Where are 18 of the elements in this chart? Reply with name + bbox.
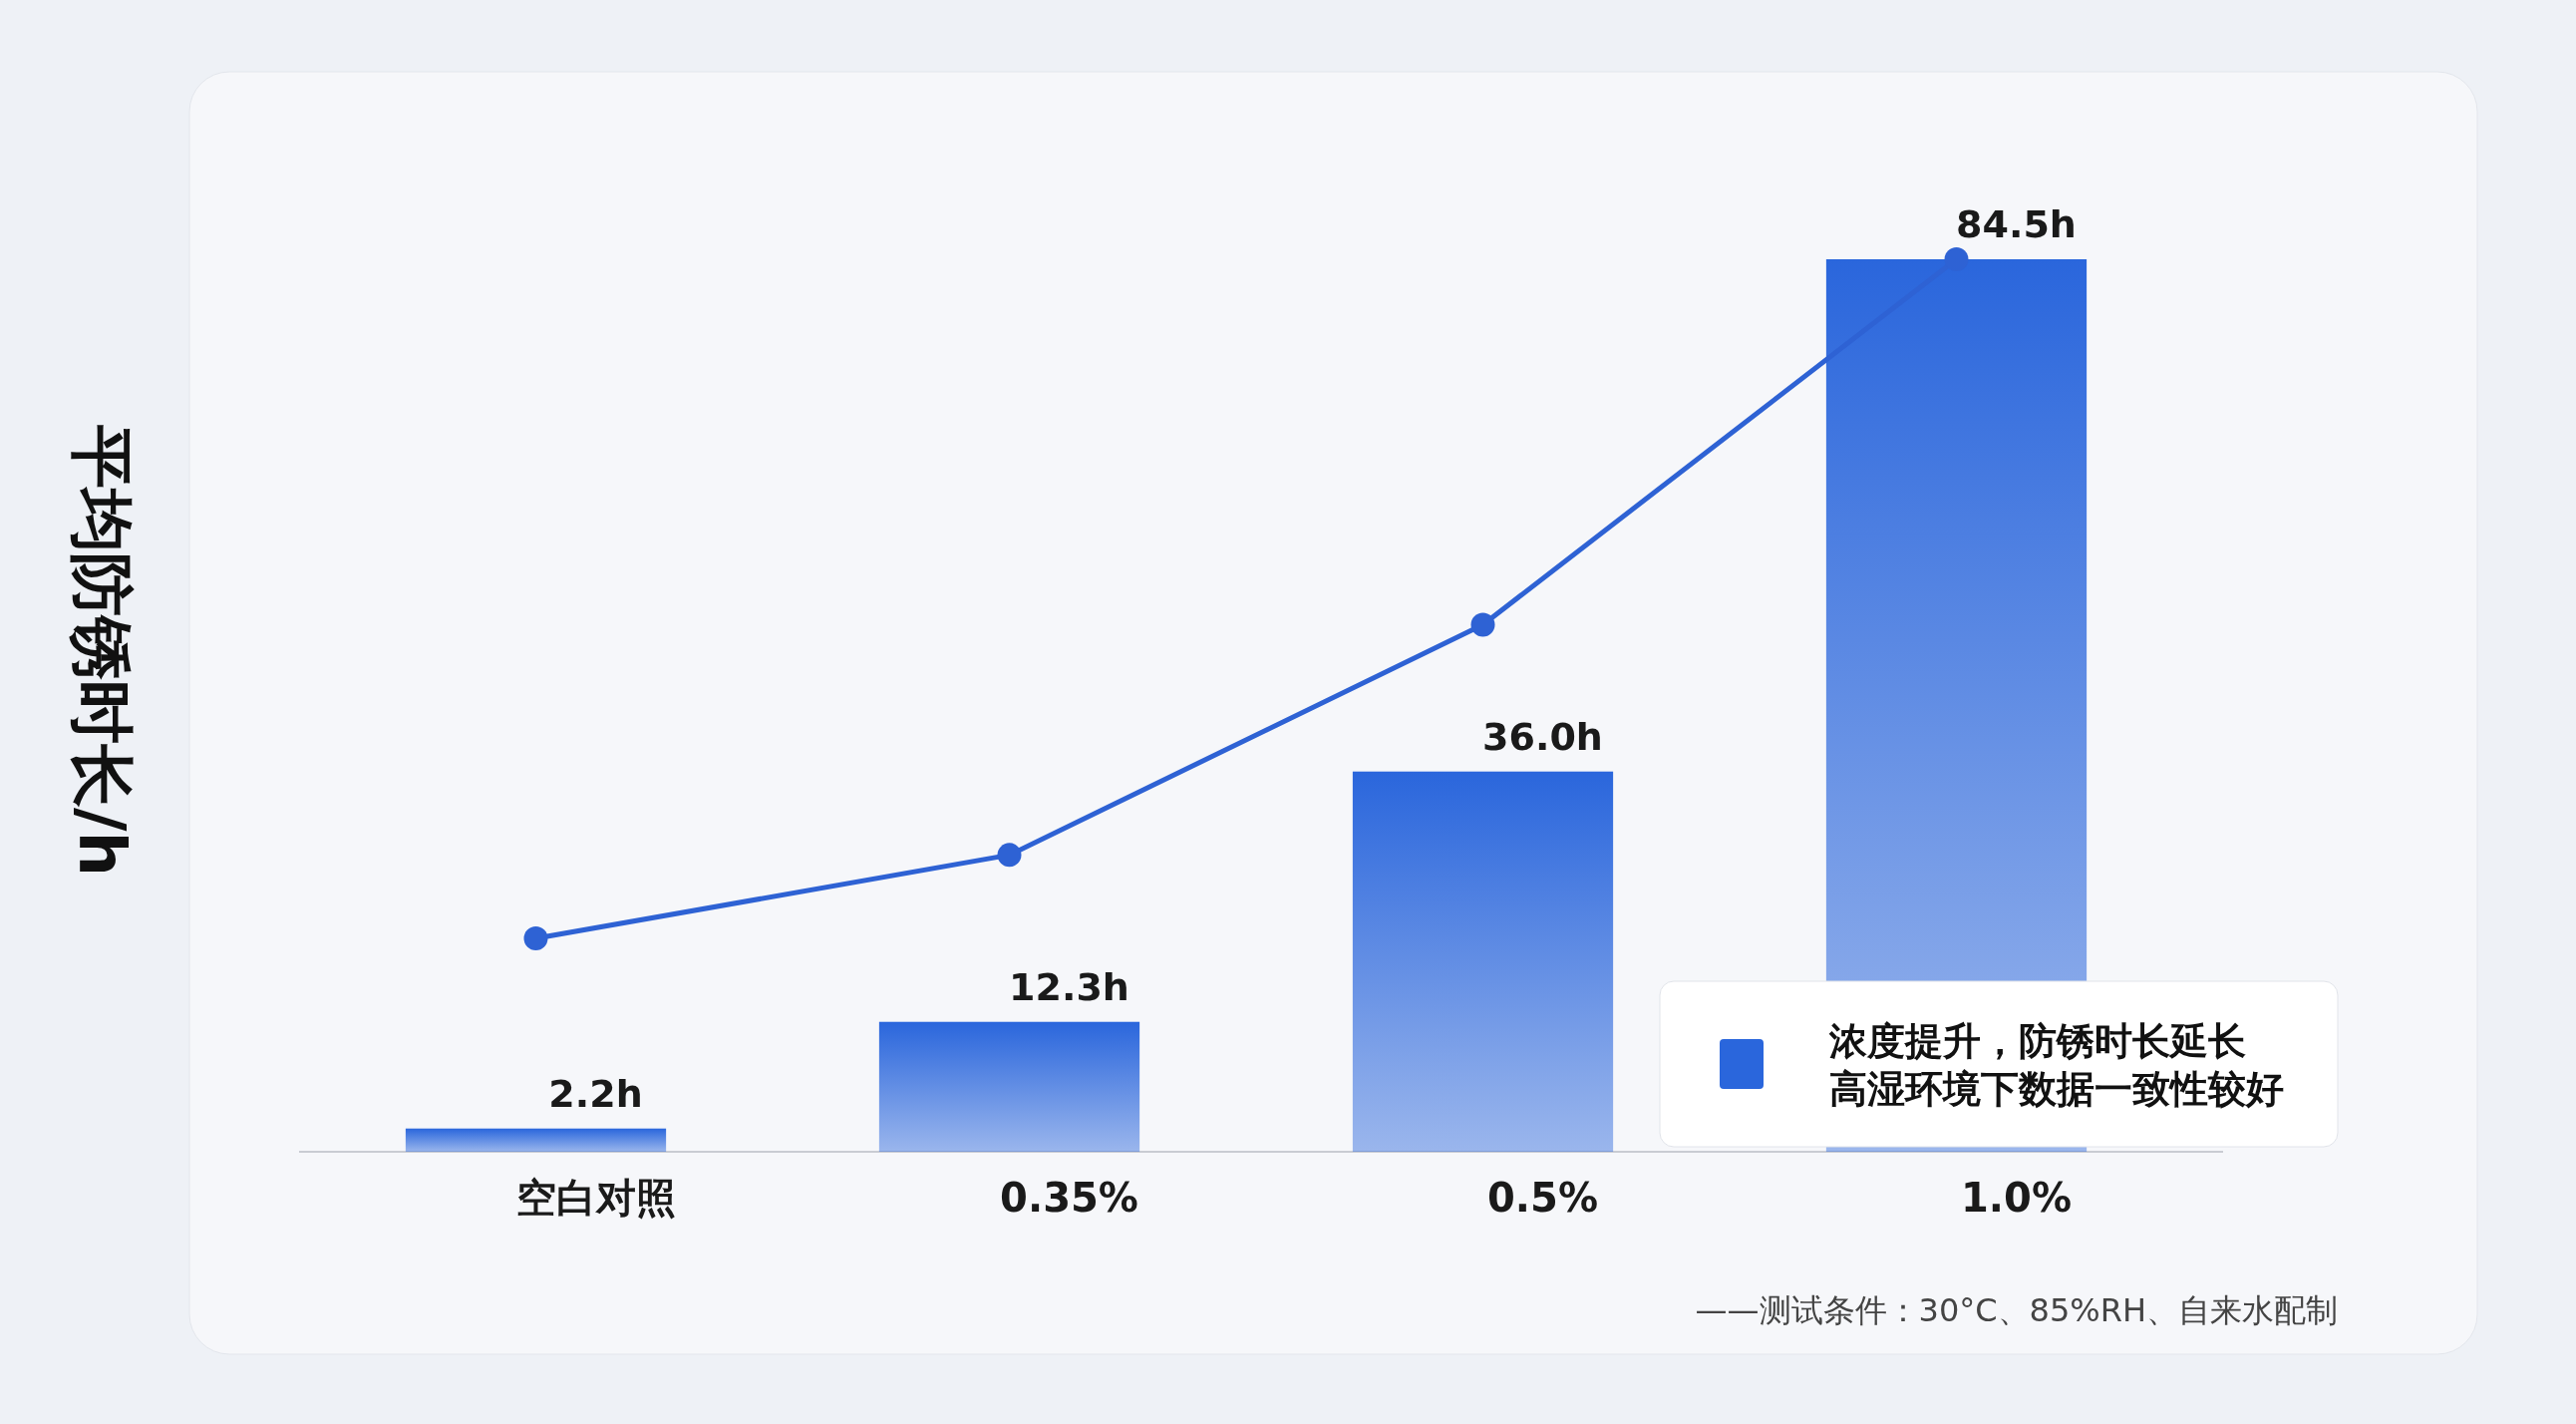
- point: [1944, 247, 1969, 271]
- x-tick-label: 1.0%: [1961, 1175, 2072, 1221]
- x-tick-label: 0.5%: [1487, 1175, 1598, 1221]
- point: [997, 843, 1022, 868]
- x-tick-label: 0.35%: [1000, 1175, 1138, 1221]
- data-label: 36.0h: [1482, 714, 1603, 759]
- bar: [878, 1021, 1140, 1152]
- bar: [405, 1128, 667, 1152]
- point: [523, 926, 548, 951]
- bar: [1352, 771, 1614, 1152]
- data-label: 2.2h: [548, 1071, 643, 1116]
- data-label: 84.5h: [1956, 202, 2077, 246]
- point: [1470, 612, 1495, 637]
- y-axis-title: 平均防锈时长/h: [65, 424, 139, 877]
- text: ——测试条件：30°C、85%RH、自来水配制: [1695, 1291, 2338, 1329]
- x-tick-label: 空白对照: [515, 1175, 676, 1221]
- legend-label: 浓度提升，防锈时长延长高湿环境下数据一致性较好: [1828, 1019, 2284, 1111]
- data-label: 12.3h: [1009, 964, 1129, 1009]
